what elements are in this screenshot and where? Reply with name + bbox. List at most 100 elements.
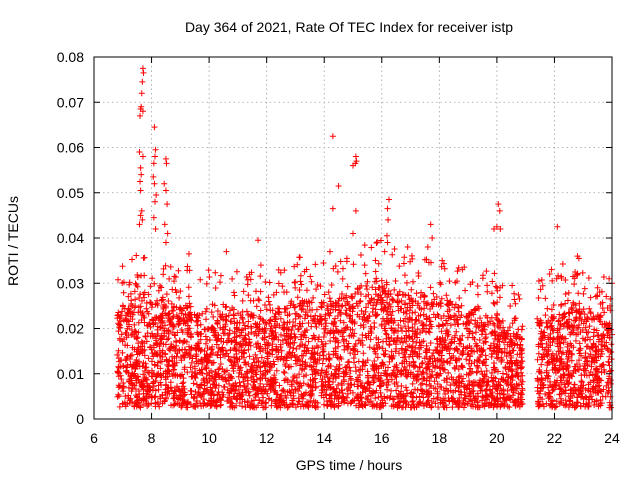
data-point <box>257 315 264 322</box>
data-point <box>290 345 297 352</box>
data-point <box>294 326 301 333</box>
data-point <box>124 317 131 324</box>
data-point <box>467 389 474 396</box>
data-point <box>504 327 511 334</box>
data-point <box>264 355 271 362</box>
data-point <box>495 336 502 343</box>
data-point <box>179 307 186 314</box>
data-point <box>264 342 271 349</box>
data-point <box>126 400 133 407</box>
data-point <box>180 392 187 399</box>
data-point <box>295 398 302 405</box>
data-point <box>457 314 464 321</box>
data-point <box>214 398 221 405</box>
data-point <box>501 391 508 398</box>
data-point <box>134 346 141 353</box>
data-point <box>120 379 127 386</box>
data-point <box>331 315 338 322</box>
data-point <box>448 394 455 401</box>
data-point <box>440 366 447 373</box>
data-point <box>295 356 302 363</box>
data-point <box>395 393 402 400</box>
data-point <box>141 289 148 296</box>
data-point <box>309 371 316 378</box>
data-point <box>207 384 214 391</box>
data-point <box>161 322 168 329</box>
data-point <box>514 362 521 369</box>
data-point <box>128 300 135 307</box>
data-point <box>362 308 369 315</box>
data-point <box>291 304 298 311</box>
data-point <box>159 353 166 360</box>
data-point <box>403 398 410 405</box>
data-point <box>118 356 125 363</box>
data-point <box>427 339 434 346</box>
data-point <box>264 390 271 397</box>
data-point <box>412 330 419 337</box>
data-point <box>519 387 526 394</box>
data-point <box>157 335 164 342</box>
data-point <box>321 325 328 332</box>
data-point <box>223 303 230 310</box>
data-point <box>201 354 208 361</box>
data-point <box>347 382 354 389</box>
data-point <box>359 363 366 370</box>
data-point <box>347 312 354 319</box>
data-point <box>188 373 195 380</box>
data-point <box>208 401 215 408</box>
data-point <box>147 344 154 351</box>
data-point <box>371 378 378 385</box>
data-point <box>493 355 500 362</box>
data-point <box>191 393 198 400</box>
data-point <box>327 362 334 369</box>
data-point <box>228 318 235 325</box>
data-point <box>472 321 479 328</box>
data-point <box>468 360 475 367</box>
data-point <box>475 364 482 371</box>
data-point <box>357 366 364 373</box>
data-point <box>486 399 493 406</box>
data-point <box>195 360 202 367</box>
data-point <box>117 324 124 331</box>
data-point <box>447 322 454 329</box>
data-point <box>400 391 407 398</box>
data-point <box>450 376 457 383</box>
data-point <box>434 335 441 342</box>
data-point <box>172 345 179 352</box>
data-point <box>205 325 212 332</box>
data-point <box>282 305 289 312</box>
data-point <box>228 402 235 409</box>
data-point <box>208 402 215 409</box>
data-point <box>172 400 179 407</box>
data-point <box>230 306 237 313</box>
data-point <box>413 377 420 384</box>
data-point <box>255 358 262 365</box>
data-point <box>275 397 282 404</box>
data-point <box>289 397 296 404</box>
data-point <box>313 323 320 330</box>
data-point <box>416 401 423 408</box>
data-point <box>257 380 264 387</box>
x-tick-label: 16 <box>374 430 390 446</box>
data-point <box>413 290 420 297</box>
data-point <box>428 323 435 330</box>
data-point <box>237 364 244 371</box>
data-point <box>478 351 485 358</box>
data-point <box>444 301 451 308</box>
data-point <box>419 319 426 326</box>
data-point <box>302 402 309 409</box>
data-point <box>508 359 515 366</box>
data-point <box>323 356 330 363</box>
data-point <box>115 309 122 316</box>
data-point <box>304 398 311 405</box>
data-point <box>319 376 326 383</box>
data-point <box>301 360 308 367</box>
data-point <box>463 313 470 320</box>
data-point <box>202 333 209 340</box>
data-point <box>245 346 252 353</box>
data-point <box>348 293 355 300</box>
data-point <box>129 344 136 351</box>
data-point <box>468 316 475 323</box>
data-point <box>341 342 348 349</box>
data-point <box>305 298 312 305</box>
